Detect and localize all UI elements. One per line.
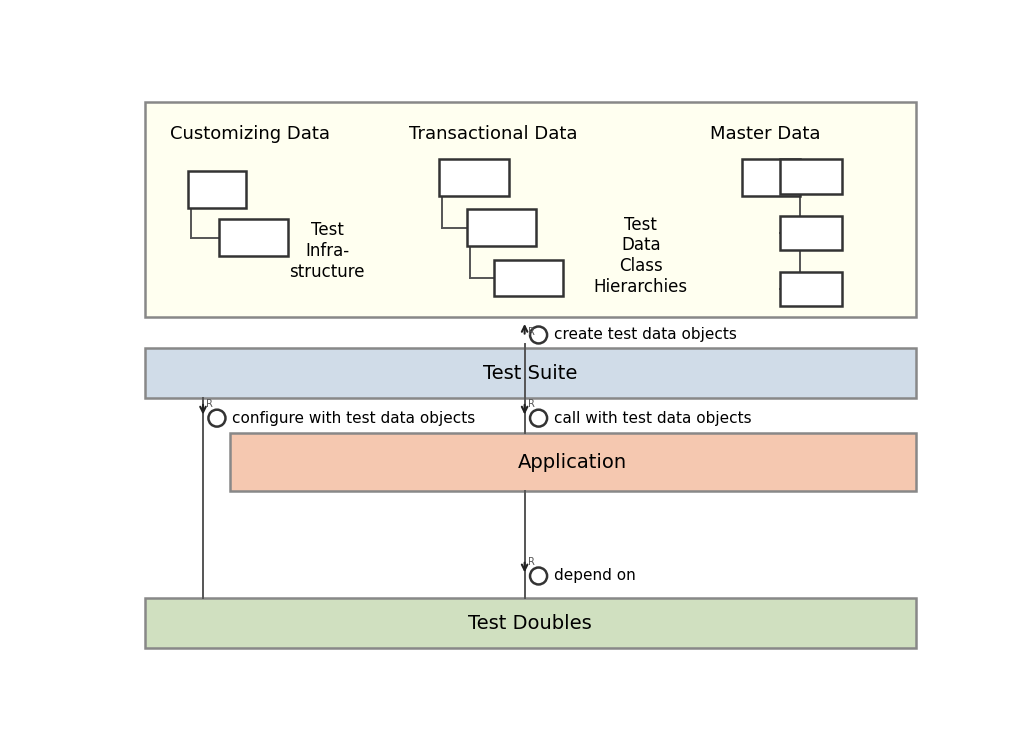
FancyBboxPatch shape bbox=[780, 216, 842, 250]
FancyBboxPatch shape bbox=[218, 219, 289, 256]
Text: R: R bbox=[528, 400, 535, 409]
Text: depend on: depend on bbox=[554, 569, 635, 584]
Text: Customizing Data: Customizing Data bbox=[170, 125, 329, 143]
FancyBboxPatch shape bbox=[780, 272, 842, 306]
Text: Test
Infra-
structure: Test Infra- structure bbox=[289, 221, 364, 281]
FancyBboxPatch shape bbox=[494, 260, 563, 297]
Text: R: R bbox=[206, 400, 213, 409]
Text: Test
Data
Class
Hierarchies: Test Data Class Hierarchies bbox=[594, 216, 688, 296]
FancyBboxPatch shape bbox=[780, 159, 842, 194]
Text: Master Data: Master Data bbox=[710, 125, 820, 143]
FancyBboxPatch shape bbox=[230, 433, 916, 490]
Text: Application: Application bbox=[519, 453, 627, 472]
Text: Transactional Data: Transactional Data bbox=[410, 125, 578, 143]
Text: Test Suite: Test Suite bbox=[483, 364, 578, 383]
Ellipse shape bbox=[530, 327, 548, 343]
Ellipse shape bbox=[530, 568, 548, 584]
FancyBboxPatch shape bbox=[742, 159, 800, 196]
Text: R: R bbox=[528, 557, 535, 567]
Text: configure with test data objects: configure with test data objects bbox=[233, 411, 476, 426]
FancyBboxPatch shape bbox=[467, 210, 536, 246]
Text: R: R bbox=[528, 327, 535, 337]
Ellipse shape bbox=[208, 409, 226, 427]
Text: Test Doubles: Test Doubles bbox=[468, 614, 592, 633]
Text: create test data objects: create test data objects bbox=[554, 327, 737, 342]
FancyBboxPatch shape bbox=[145, 599, 916, 648]
Ellipse shape bbox=[530, 409, 548, 427]
FancyBboxPatch shape bbox=[145, 101, 916, 317]
FancyBboxPatch shape bbox=[145, 348, 916, 398]
FancyBboxPatch shape bbox=[187, 171, 245, 208]
FancyBboxPatch shape bbox=[440, 159, 509, 196]
Text: call with test data objects: call with test data objects bbox=[554, 411, 751, 426]
